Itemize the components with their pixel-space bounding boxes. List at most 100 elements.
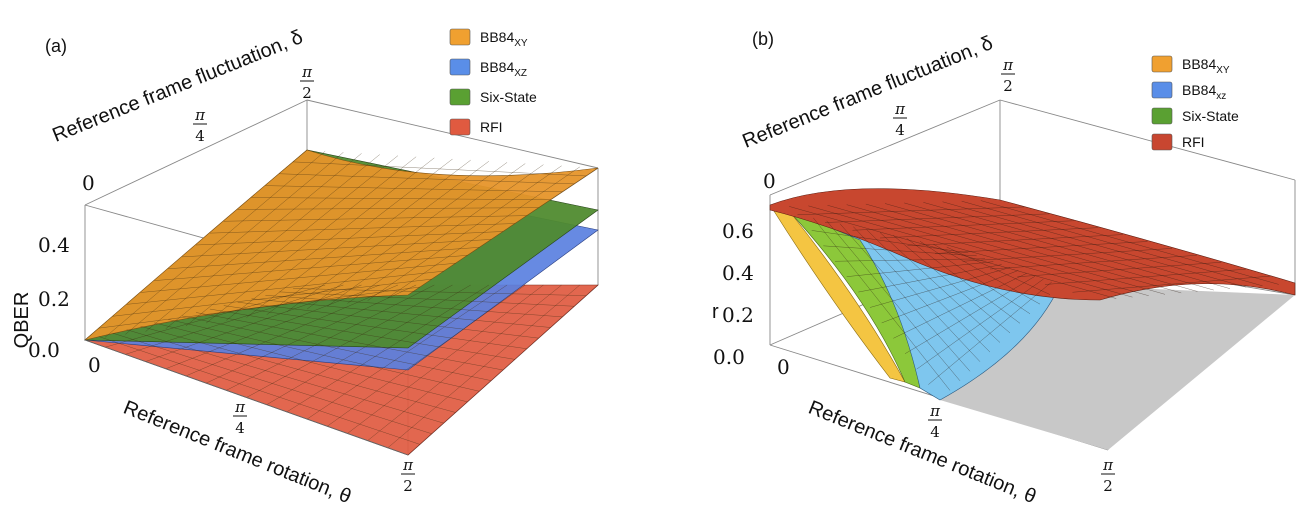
svg-text:4: 4 <box>895 121 905 139</box>
mesh-line <box>279 291 575 307</box>
panel-a-ztick-0: 0.0 <box>28 338 60 362</box>
panel-a-xtick-2: π 2 <box>401 456 415 495</box>
svg-text:π: π <box>194 106 206 124</box>
legend-swatch <box>449 58 471 76</box>
legend-item: Six-State <box>1151 107 1239 125</box>
svg-text:π: π <box>402 456 414 474</box>
panel-b-label: (b) <box>752 29 774 49</box>
mesh-line <box>223 215 527 222</box>
legend-label: RFI <box>480 119 503 135</box>
mesh-line <box>209 223 515 234</box>
panel-b-ztick-2: 0.4 <box>722 261 754 285</box>
panel-b-ylabel: Reference frame fluctuation, δ <box>739 32 996 153</box>
legend-swatch <box>1151 81 1173 99</box>
mesh-line <box>916 278 1044 370</box>
legend-label: BB84xz <box>1182 82 1226 102</box>
panel-b-ztick-0: 0.0 <box>713 345 745 369</box>
svg-text:2: 2 <box>1103 477 1113 495</box>
legend-item: BB84XY <box>449 28 528 49</box>
legend-swatch <box>449 88 471 106</box>
mesh-line <box>266 284 471 405</box>
mesh-line <box>347 284 544 434</box>
panel-a-ztick-2: 0.4 <box>38 233 70 257</box>
svg-text:π: π <box>301 63 313 81</box>
panel-b-ztick-3: 0.6 <box>722 219 754 243</box>
panel-a-ytick-0: 0 <box>82 171 95 195</box>
legend-swatch <box>1151 107 1173 125</box>
panel-b: 0.0 0.2 0.4 0.6 r 0 π 4 π 2 Reference fr… <box>712 29 1296 508</box>
panel-a: 0.0 0.2 0.4 QBER 0 π 4 π 2 Reference fra… <box>11 26 599 508</box>
panel-a-front-edges <box>84 339 409 456</box>
legend-item: RFI <box>449 118 503 136</box>
mesh-line <box>367 165 562 301</box>
mesh-line <box>327 163 526 307</box>
legend-label: BB84XZ <box>480 59 527 79</box>
legend-swatch <box>449 118 471 136</box>
mesh-line <box>367 284 562 441</box>
panel-a-legend: BB84XY BB84XZ Six-State RFI <box>449 28 537 136</box>
mesh-line <box>279 173 575 185</box>
mesh-line <box>946 246 1051 295</box>
panel-b-mesh <box>789 200 1279 391</box>
panel-b-z-ticks: 0.0 0.2 0.4 0.6 <box>713 219 754 369</box>
mesh-line <box>980 200 1279 285</box>
svg-text:π: π <box>929 402 941 420</box>
legend-label: BB84XY <box>480 29 528 49</box>
mesh-line <box>306 162 508 310</box>
panel-b-box-edge <box>999 99 1296 181</box>
mesh-line <box>1044 268 1246 285</box>
svg-text:π: π <box>234 398 246 416</box>
panel-a-xtick-1: π 4 <box>233 398 247 437</box>
mesh-line <box>237 301 539 339</box>
svg-text:2: 2 <box>1003 77 1013 95</box>
legend-swatch <box>449 28 471 46</box>
mesh-line <box>251 197 551 200</box>
svg-text:4: 4 <box>195 127 205 145</box>
mesh-line <box>286 284 490 413</box>
panel-b-legend: BB84XY BB84xz Six-State RFI <box>1151 55 1239 151</box>
panel-b-zlabel: r <box>712 301 719 323</box>
panel-a-mesh <box>98 150 587 449</box>
svg-text:4: 4 <box>930 423 940 441</box>
legend-item: BB84XZ <box>449 58 527 79</box>
panel-b-ytick-0: 0 <box>763 169 776 193</box>
legend-swatch <box>1151 55 1173 73</box>
legend-label: Six-State <box>480 89 537 105</box>
panel-a-z-ticks: 0.0 0.2 0.4 <box>28 233 70 362</box>
mesh-line <box>1072 275 1271 293</box>
legend-item: Six-State <box>449 88 537 106</box>
panel-b-xtick-1: π 4 <box>928 402 942 441</box>
panel-b-rfi-patch <box>769 188 1296 301</box>
panel-a-ytick-2: π 2 <box>300 63 314 102</box>
panel-b-ztick-1: 0.2 <box>722 303 754 327</box>
mesh-line <box>195 231 504 246</box>
svg-text:π: π <box>1002 56 1014 74</box>
svg-text:4: 4 <box>235 419 245 437</box>
panel-a-label: (a) <box>45 36 67 56</box>
legend-label: Six-State <box>1182 108 1239 124</box>
legend-item: RFI <box>1151 133 1205 151</box>
panel-a-ztick-1: 0.2 <box>38 287 70 311</box>
svg-text:π: π <box>1102 456 1114 474</box>
panel-a-ytick-1: π 4 <box>193 106 207 145</box>
mesh-line <box>387 284 580 449</box>
panel-a-xtick-0: 0 <box>88 353 101 377</box>
legend-item: BB84XY <box>1151 55 1230 76</box>
legend-label: BB84XY <box>1182 56 1230 76</box>
panel-b-xtick-2: π 2 <box>1101 456 1115 495</box>
mesh-line <box>265 295 563 318</box>
panel-b-ytick-2: π 2 <box>1001 56 1015 95</box>
mesh-line <box>286 161 490 313</box>
mesh-line <box>327 284 526 427</box>
mesh-line <box>306 284 508 420</box>
panel-b-box-edge <box>769 99 1001 196</box>
mesh-line <box>223 305 527 349</box>
svg-text:2: 2 <box>302 84 312 102</box>
mesh-line <box>266 159 471 315</box>
mesh-line <box>928 281 1052 385</box>
legend-item: BB84xz <box>1151 81 1226 102</box>
panel-b-xtick-0: 0 <box>777 355 790 379</box>
legend-swatch <box>1151 133 1173 151</box>
